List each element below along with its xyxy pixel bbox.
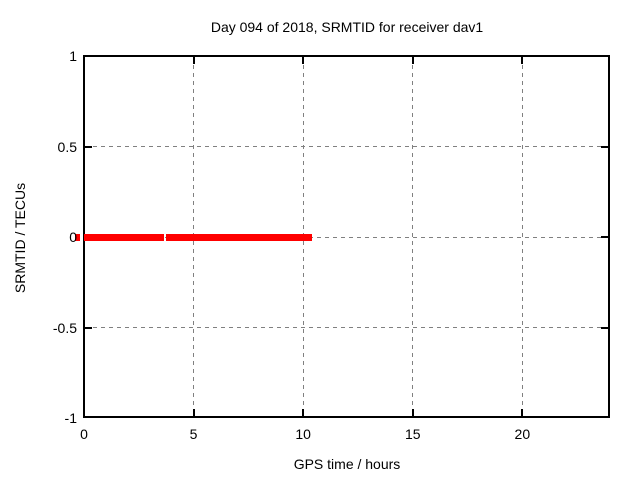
series-segment	[75, 233, 81, 241]
chart-title: Day 094 of 2018, SRMTID for receiver dav…	[210, 19, 484, 35]
series-segment	[166, 233, 312, 241]
x-tick-label: 0	[80, 426, 88, 442]
x-tick-mirror	[521, 57, 524, 64]
x-tick-mirror	[411, 57, 414, 64]
x-tick-label: 20	[514, 426, 531, 442]
x-tick-label: 15	[404, 426, 421, 442]
y-tick-label: 0	[69, 229, 77, 245]
x-tick	[521, 409, 524, 416]
x-tick	[411, 409, 414, 416]
y-gridline	[85, 327, 608, 328]
y-tick-mirror	[601, 326, 608, 329]
y-gridline	[85, 236, 608, 238]
x-tick-mirror	[192, 57, 195, 64]
y-tick-label: 1	[69, 48, 77, 64]
y-tick-label: -0.5	[52, 319, 77, 336]
x-tick	[302, 409, 305, 416]
series-segment	[84, 233, 164, 241]
x-tick-mirror	[302, 57, 305, 64]
y-tick-label: 0.5	[57, 138, 77, 155]
y-tick-label: -1	[64, 410, 77, 426]
y-gridline	[85, 146, 608, 147]
x-tick	[192, 409, 195, 416]
y-tick	[85, 326, 92, 329]
y-tick-mirror	[601, 236, 608, 238]
y-axis-label: SRMTID / TECUs	[12, 182, 28, 294]
x-tick-label: 5	[189, 426, 198, 442]
x-tick-label: 10	[295, 426, 311, 442]
y-tick	[85, 145, 92, 148]
x-axis-label: GPS time / hours	[293, 456, 401, 472]
y-tick-mirror	[601, 145, 608, 148]
